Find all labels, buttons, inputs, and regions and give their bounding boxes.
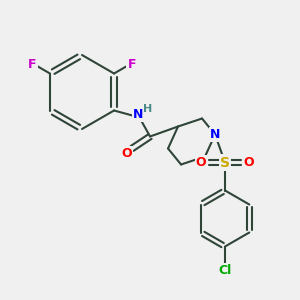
Text: N: N [133, 108, 143, 121]
Text: O: O [244, 156, 254, 169]
Text: F: F [128, 58, 136, 71]
Text: H: H [143, 103, 153, 113]
Text: O: O [122, 147, 132, 160]
Text: F: F [28, 58, 37, 71]
Text: S: S [220, 155, 230, 170]
Text: N: N [210, 128, 220, 141]
Text: Cl: Cl [218, 264, 232, 277]
Text: O: O [196, 156, 206, 169]
